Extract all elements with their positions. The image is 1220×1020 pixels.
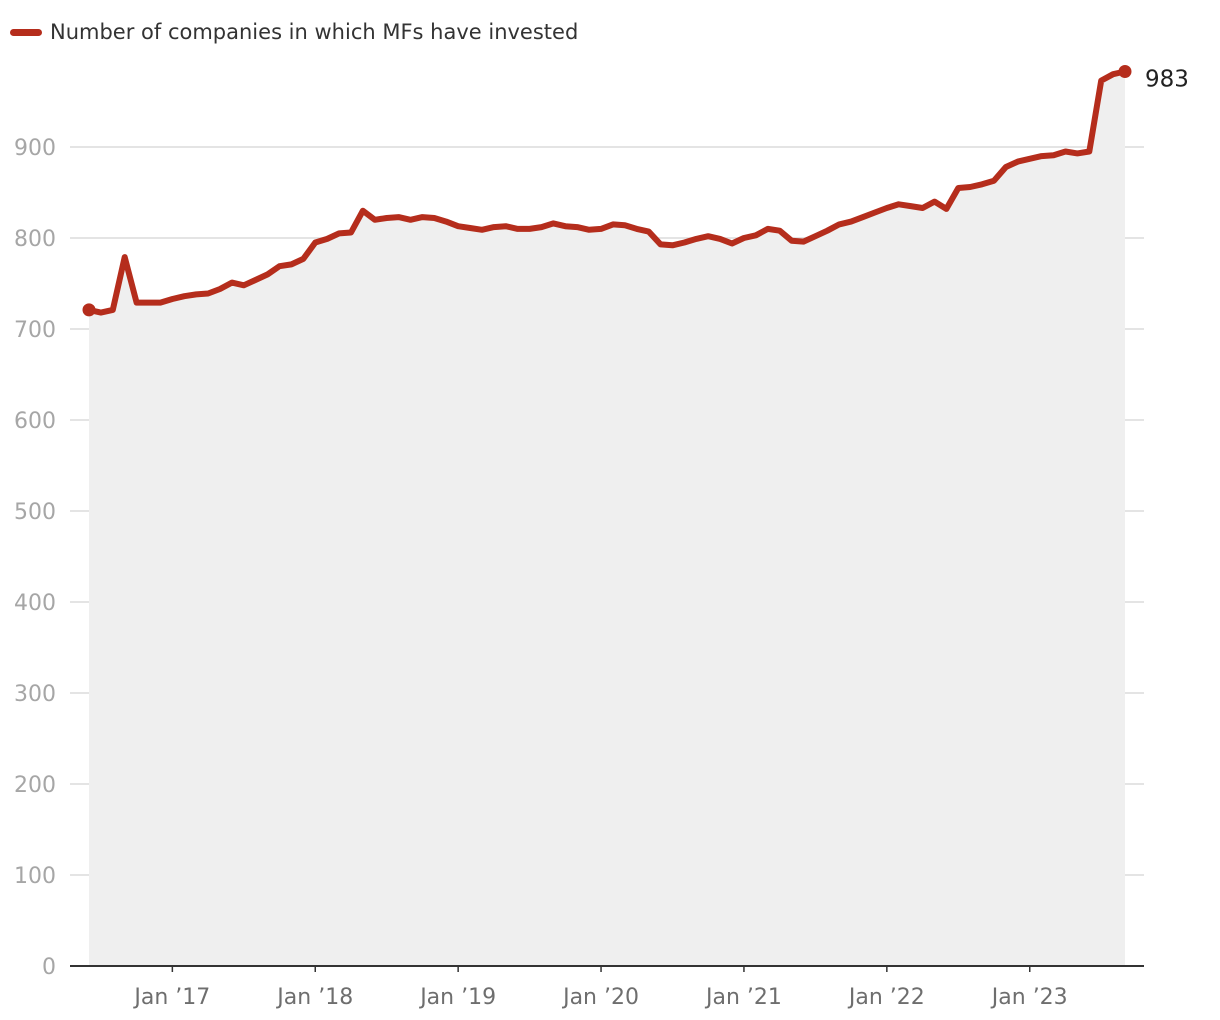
- x-tick-label: Jan ’20: [561, 985, 639, 1010]
- legend: Number of companies in which MFs have in…: [10, 17, 578, 47]
- y-axis-ticks: 0 100 200 300 400 500 600 700 800 900: [14, 136, 56, 980]
- series-line: [86, 68, 1128, 316]
- x-axis-ticks: Jan ’17 Jan ’18 Jan ’19 Jan ’20 Jan ’21 Jan ’…: [132, 966, 1068, 1010]
- y-tick-label: 500: [14, 500, 56, 525]
- y-tick-label: 900: [14, 136, 56, 161]
- legend-label: Number of companies in which MFs have in…: [50, 20, 579, 44]
- area-fill: [89, 71, 1125, 966]
- end-value-label: 983: [1145, 66, 1189, 92]
- end-point-marker: [1118, 64, 1132, 78]
- x-tick-label: Jan ’17: [132, 985, 210, 1010]
- y-tick-label: 700: [14, 318, 56, 343]
- y-tick-label: 200: [14, 773, 56, 798]
- y-tick-label: 400: [14, 591, 56, 616]
- x-tick-label: Jan ’23: [990, 985, 1068, 1010]
- start-point-marker: [82, 303, 96, 317]
- y-tick-label: 800: [14, 227, 56, 252]
- y-tick-label: 600: [14, 409, 56, 434]
- y-tick-label: 300: [14, 682, 56, 707]
- legend-swatch: [10, 28, 42, 36]
- x-tick-label: Jan ’22: [847, 985, 925, 1010]
- x-tick-label: Jan ’19: [418, 985, 496, 1010]
- y-tick-label: 0: [42, 955, 56, 980]
- x-tick-label: Jan ’21: [704, 985, 782, 1010]
- y-tick-label: 100: [14, 864, 56, 889]
- x-tick-label: Jan ’18: [275, 985, 353, 1010]
